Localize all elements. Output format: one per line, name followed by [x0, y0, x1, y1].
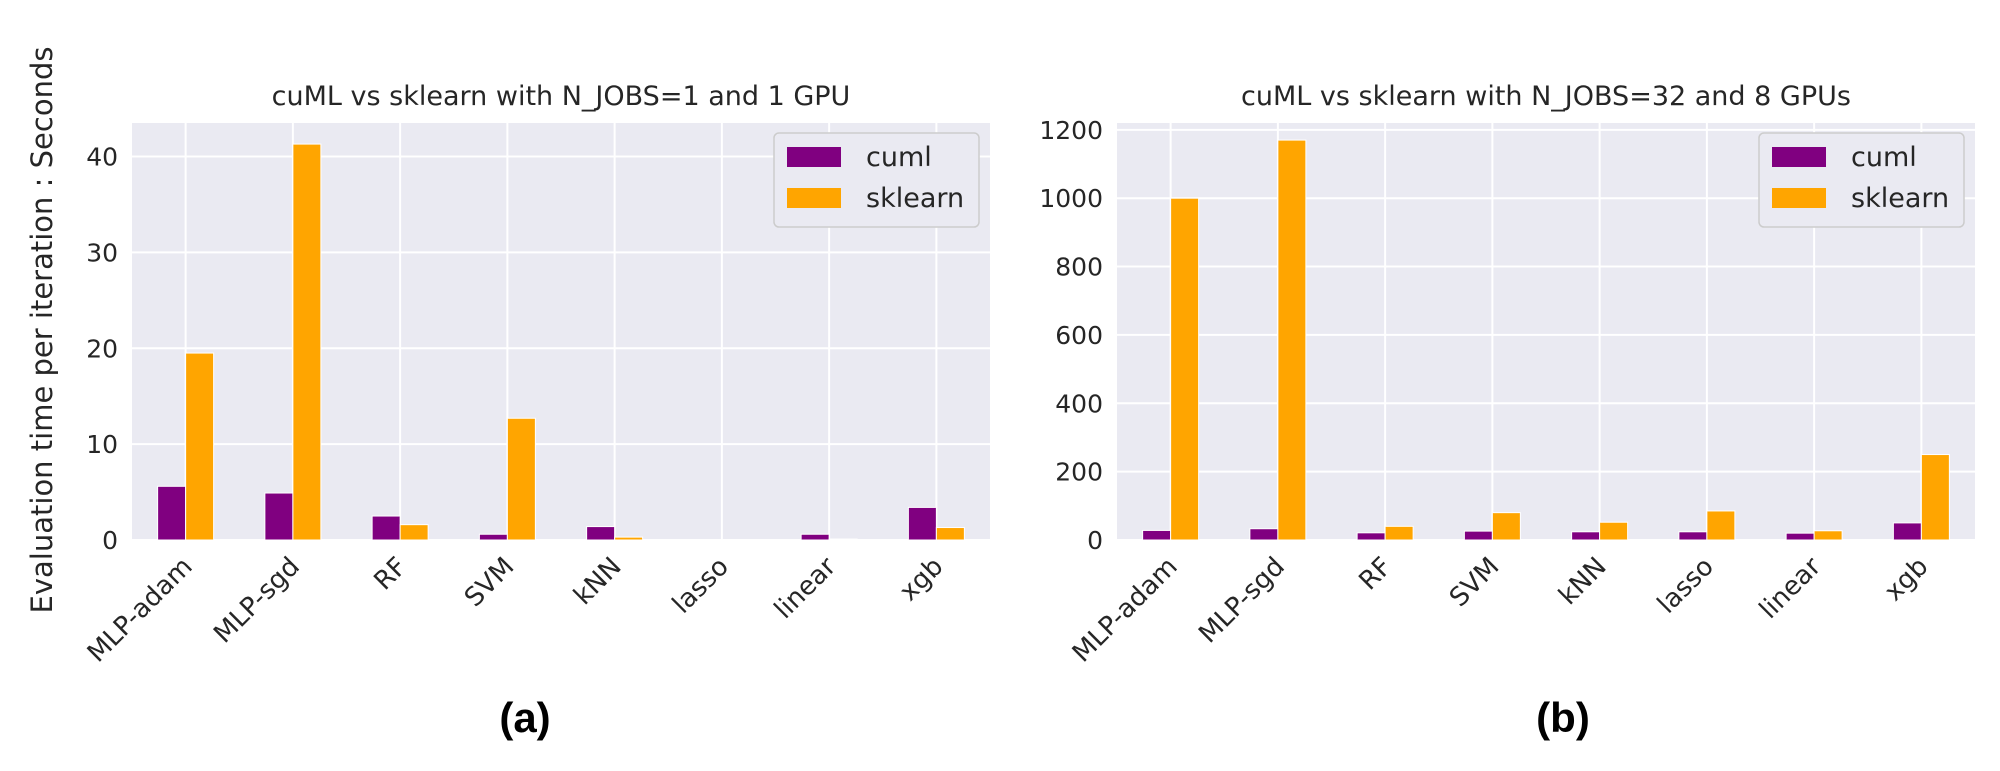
- chart-title: cuML vs sklearn with N_JOBS=1 and 1 GPU: [272, 81, 851, 112]
- x-tick-label: xgb: [1879, 552, 1934, 607]
- bar-cuml: [264, 492, 294, 541]
- x-tick-label: RF: [369, 552, 414, 597]
- bar-sklearn: [399, 524, 429, 541]
- bar-sklearn: [1599, 521, 1629, 541]
- bar-sklearn: [935, 527, 965, 541]
- bar-sklearn: [1491, 512, 1521, 541]
- x-tick-label: SVM: [459, 552, 520, 613]
- bar-cuml: [157, 485, 187, 541]
- chart-a: 0 10 20 30 40 MLP-adam MLP-sgd RF SVM kNN lasso lin…: [82, 81, 990, 741]
- x-tick-label: MLP-sgd: [208, 552, 306, 650]
- y-tick-label: 800: [1055, 253, 1103, 282]
- x-tick-label: MLP-adam: [82, 552, 199, 669]
- bar-sklearn: [506, 417, 536, 541]
- bar-cuml: [1892, 522, 1922, 541]
- bar-cuml: [1571, 531, 1601, 541]
- legend-swatch-sklearn: [1772, 188, 1826, 208]
- legend-label-sklearn: sklearn: [1851, 183, 1949, 214]
- y-tick-label: 30: [86, 238, 118, 267]
- bar-cuml: [1249, 528, 1279, 541]
- bar-sklearn: [614, 536, 644, 541]
- y-tick-label: 600: [1055, 321, 1103, 350]
- y-tick-label: 20: [86, 334, 118, 363]
- bar-cuml: [800, 533, 830, 541]
- x-tick-label: lasso: [667, 552, 735, 620]
- legend-swatch-cuml: [1772, 147, 1826, 167]
- bar-sklearn: [1920, 454, 1950, 541]
- bar-cuml: [1678, 531, 1708, 541]
- bar-cuml: [1356, 532, 1386, 541]
- bar-sklearn: [1706, 510, 1736, 541]
- legend-label-cuml: cuml: [1851, 142, 1917, 173]
- chart-title: cuML vs sklearn with N_JOBS=32 and 8 GPU…: [1241, 81, 1851, 112]
- y-tick-label: 1000: [1039, 184, 1103, 213]
- bar-cuml: [1463, 530, 1493, 541]
- x-tick-label: kNN: [1553, 552, 1612, 611]
- bar-cuml: [907, 506, 937, 541]
- x-tick-label: kNN: [568, 552, 627, 611]
- bar-sklearn: [1384, 525, 1414, 541]
- y-axis-label: Evaluation time per iteration : Seconds: [25, 47, 59, 614]
- legend-swatch-sklearn: [787, 188, 841, 208]
- x-tick-label: lasso: [1652, 552, 1720, 620]
- bar-sklearn: [1170, 197, 1200, 541]
- bar-sklearn: [828, 538, 858, 541]
- legend-label-cuml: cuml: [866, 142, 932, 173]
- y-tick-label: 1200: [1039, 116, 1103, 145]
- legend-label-sklearn: sklearn: [866, 183, 964, 214]
- bar-sklearn: [185, 352, 215, 541]
- x-tick-label: MLP-adam: [1067, 552, 1184, 669]
- x-tick-label: linear: [769, 552, 842, 625]
- x-tick-label: SVM: [1444, 552, 1505, 613]
- bar-cuml: [371, 515, 401, 541]
- y-tick-label: 10: [86, 430, 118, 459]
- bar-cuml: [478, 533, 508, 541]
- y-tick-label: 0: [1087, 526, 1103, 555]
- bar-sklearn: [292, 143, 322, 541]
- y-tick-label: 400: [1055, 389, 1103, 418]
- x-tick-label: MLP-sgd: [1193, 552, 1291, 650]
- bar-cuml: [1142, 529, 1172, 541]
- y-tick-label: 200: [1055, 458, 1103, 487]
- y-tick-label: 0: [102, 526, 118, 555]
- panel-label: (b): [1536, 694, 1590, 741]
- legend-swatch-cuml: [787, 147, 841, 167]
- chart-b: 0 200 400 600 800 1000 1200 MLP-adam MLP-sgd RF SV…: [1039, 81, 1975, 741]
- bar-cuml: [1785, 532, 1815, 541]
- x-tick-label: xgb: [894, 552, 949, 607]
- x-tick-label: linear: [1754, 552, 1827, 625]
- x-tick-label: RF: [1354, 552, 1399, 597]
- bar-sklearn: [1277, 139, 1307, 541]
- bar-cuml: [586, 526, 616, 541]
- bar-sklearn: [1813, 530, 1843, 541]
- y-tick-label: 40: [86, 143, 118, 172]
- panel-label: (a): [499, 694, 550, 741]
